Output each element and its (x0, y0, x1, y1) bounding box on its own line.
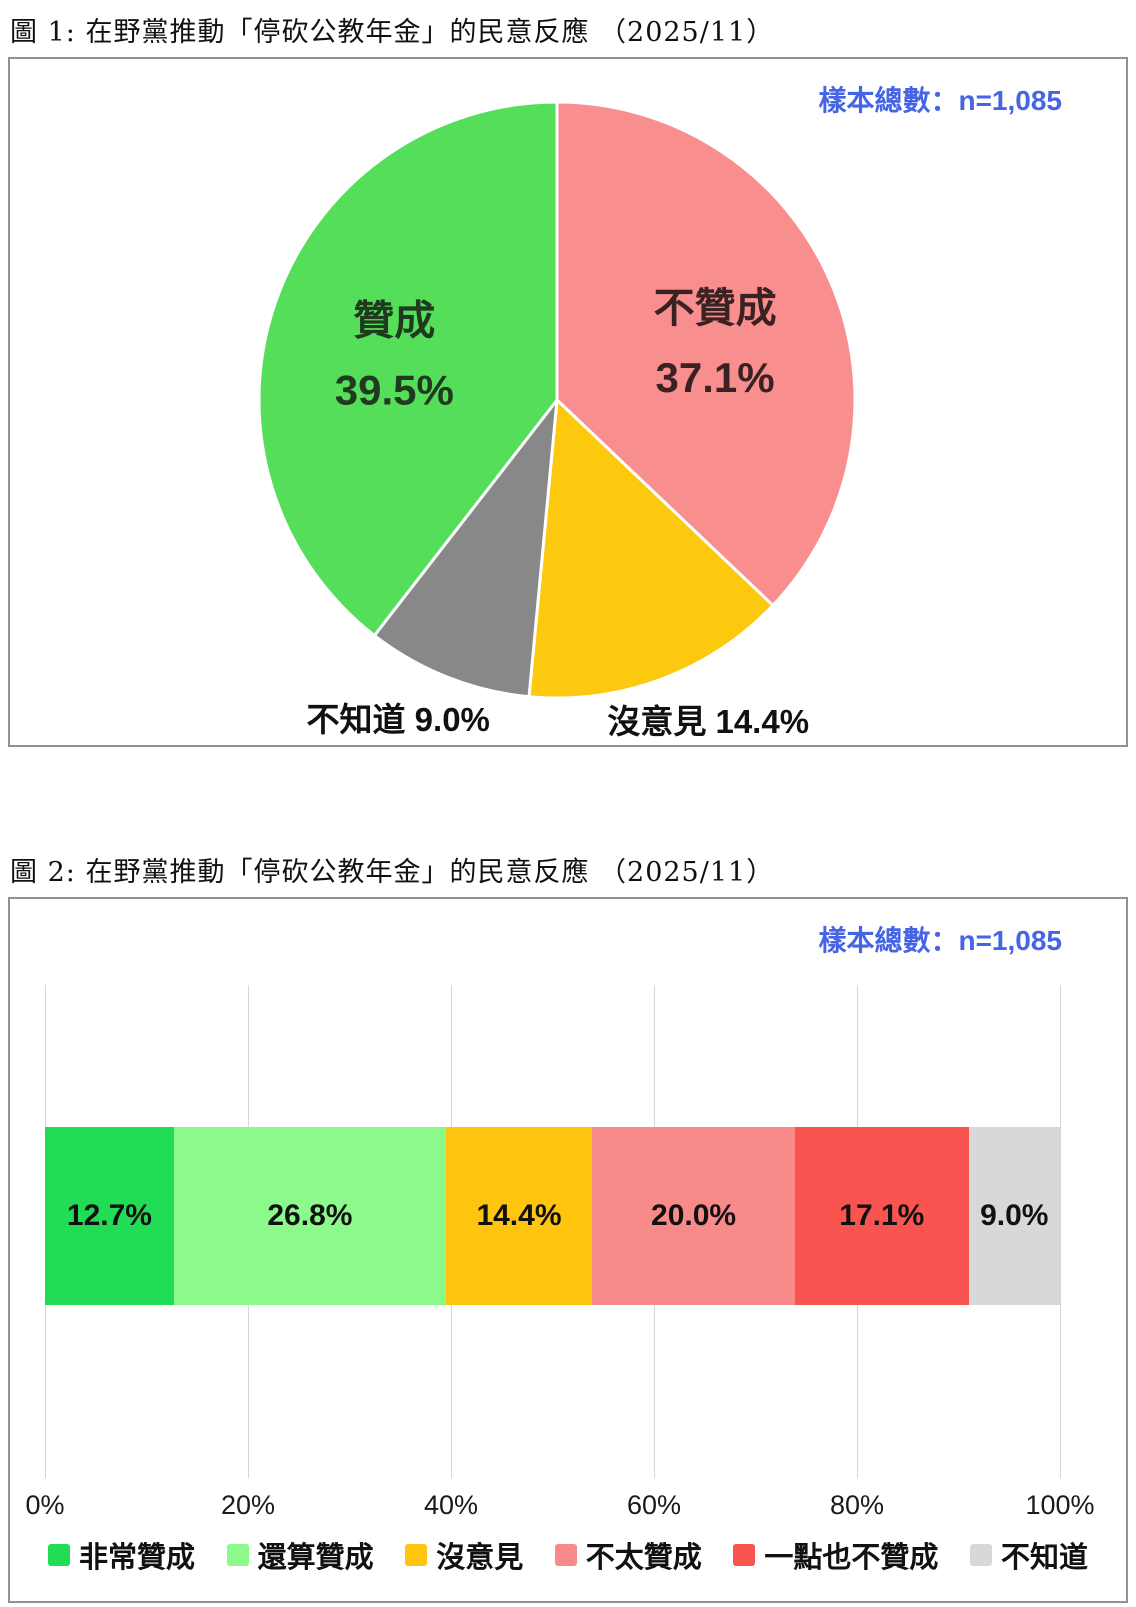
bar-legend: 非常贊成 還算贊成 沒意見 不太贊成 一點也不贊成 不知道 (48, 1535, 1088, 1575)
figure1-sample-note: 樣本總數：n=1,085 (818, 85, 1062, 116)
x-axis-tick-label-100%: 100% (1025, 1490, 1095, 1520)
figure2-chart-box: 樣本總數：n=1,085 12.7% 26.8% 14.4% 20.0% 17.1% 9.… (8, 897, 1128, 1603)
gridline-100% (1060, 985, 1061, 1478)
pie-slice-2 (372, 398, 559, 699)
x-axis-tick-label-80%: 80% (829, 1490, 885, 1520)
pie-label-3-value: 39.5% (335, 366, 454, 413)
legend-label: 不知道 (1000, 1542, 1088, 1574)
pie-slice-3 (257, 100, 559, 637)
stacked-bar-plot: 12.7% 26.8% 14.4% 20.0% 17.1% 9.0% 0% 20% 40% 60… (25, 985, 1095, 1520)
legend-color-icon (405, 1544, 428, 1566)
pie-label-0-value: 37.1% (656, 354, 775, 401)
figure2-title: 圖 2: 在野黨推動「停砍公教年金」的民意反應 （2025/11） (10, 857, 775, 888)
legend-item-1: 還算贊成 (226, 1534, 374, 1576)
stacked-bar: 12.7% 26.8% 14.4% 20.0% 17.1% 9.0% (45, 1127, 1060, 1305)
legend-color-icon (48, 1544, 70, 1566)
bar-segment-2: 14.4% (445, 1127, 593, 1305)
pie-label-1-outside: 沒意見 14.4% (607, 703, 809, 740)
legend-color-icon (226, 1544, 249, 1566)
figure2-sample-note: 樣本總數：n=1,085 (818, 925, 1062, 956)
legend-color-icon (554, 1544, 577, 1566)
figure1-title: 圖 1: 在野黨推動「停砍公教年金」的民意反應 （2025/11） (10, 17, 775, 48)
bar-segment-4: 17.1% (795, 1127, 969, 1305)
pie-label-3-name: 贊成 (353, 297, 435, 343)
bar-segment-1: 26.8% (173, 1127, 446, 1305)
legend-label: 非常贊成 (79, 1542, 196, 1574)
x-axis-tick-label-0%: 0% (25, 1490, 65, 1520)
legend-color-icon (969, 1544, 992, 1566)
x-axis-tick-label-40%: 40% (423, 1490, 479, 1520)
pie-label-0-name: 不贊成 (654, 285, 777, 331)
bar-segment-0: 12.7% (45, 1127, 174, 1305)
legend-item-4: 一點也不贊成 (733, 1534, 938, 1576)
legend-label: 一點也不贊成 (764, 1542, 939, 1574)
pie-label-2-outside: 不知道 9.0% (307, 701, 490, 738)
pie-chart: 不贊成 37.1% 沒意見 14.4% 不知道 9.0% 贊成 39.5% (257, 100, 857, 740)
legend-label: 不太贊成 (585, 1542, 702, 1574)
legend-item-2: 沒意見 (405, 1534, 523, 1576)
legend-color-icon (733, 1544, 756, 1566)
x-axis-tick-label-60%: 60% (626, 1490, 682, 1520)
legend-item-0: 非常贊成 (48, 1534, 195, 1576)
bar-segment-5: 9.0% (968, 1127, 1060, 1305)
x-axis-tick-label-20%: 20% (220, 1490, 276, 1520)
legend-label: 沒意見 (436, 1542, 524, 1574)
legend-item-5: 不知道 (969, 1534, 1088, 1576)
bar-segment-3: 20.0% (592, 1127, 796, 1305)
legend-label: 還算贊成 (257, 1542, 374, 1574)
pie-slice-1 (527, 398, 775, 700)
pie-slice-0 (555, 100, 857, 607)
legend-item-3: 不太贊成 (554, 1534, 702, 1576)
figure1-chart-box: 樣本總數：n=1,085 不贊成 37.1% 沒意見 14.4% 不知道 9.0% 贊成… (8, 57, 1128, 747)
